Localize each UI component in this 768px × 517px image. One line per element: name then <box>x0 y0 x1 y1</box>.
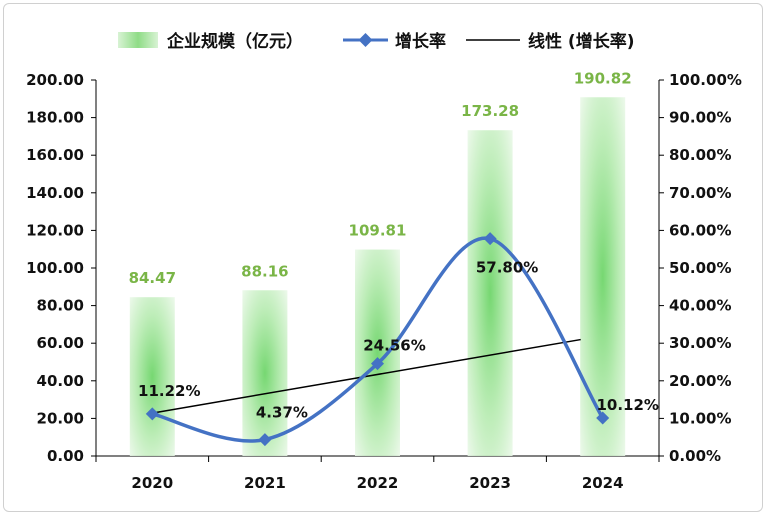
growth-marker <box>258 433 272 447</box>
y-right-tick-label: 20.00% <box>669 372 731 390</box>
y-right-tick-label: 60.00% <box>669 221 731 239</box>
y-left-tick-label: 60.00 <box>37 334 84 352</box>
legend-label-bars: 企业规模（亿元） <box>166 31 303 52</box>
y-right-tick-label: 100.00% <box>669 71 742 89</box>
y-left-tick-label: 20.00 <box>37 409 84 427</box>
x-tick-label: 2022 <box>357 474 399 492</box>
legend-swatch-bars <box>118 32 158 48</box>
x-tick-label: 2024 <box>582 474 624 492</box>
y-right-tick-label: 70.00% <box>669 184 731 202</box>
bar <box>467 130 513 457</box>
growth-value-label: 57.80% <box>476 259 538 277</box>
bar-value-label: 173.28 <box>461 102 519 120</box>
legend: 企业规模（亿元） 增长率 线性 (增长率) <box>118 31 634 52</box>
growth-marker <box>371 357 384 371</box>
axes: 0.00 20.00 40.00 60.00 80.00 100.00 120.00 140.… <box>26 71 742 492</box>
growth-marker <box>596 411 610 425</box>
data-labels: 84.47 88.16 109.81 173.28 190.82 11.22% 4.37% 2… <box>129 69 659 421</box>
bar-series <box>129 97 626 457</box>
y-left-tick-label: 140.00 <box>26 184 84 202</box>
y-right-tick-label: 80.00% <box>669 146 731 164</box>
bar-value-label: 109.81 <box>349 222 407 240</box>
bar <box>580 97 626 457</box>
legend-label-trend: 线性 (增长率) <box>528 31 634 52</box>
growth-value-label: 24.56% <box>363 337 425 355</box>
x-tick-label: 2021 <box>244 474 286 492</box>
growth-series <box>145 232 610 447</box>
x-tick-label: 2023 <box>469 474 511 492</box>
y-left-tick-label: 100.00 <box>26 259 84 277</box>
trend-line <box>152 338 581 414</box>
bar-value-label: 84.47 <box>129 269 176 287</box>
bar <box>242 290 288 456</box>
x-tick-label: 2020 <box>131 474 173 492</box>
trend-series <box>152 338 581 414</box>
y-right-tick-label: 50.00% <box>669 259 731 277</box>
bar-value-label: 88.16 <box>241 262 288 280</box>
y-left-tick-label: 180.00 <box>26 109 84 127</box>
y-right-tick-label: 90.00% <box>669 109 731 127</box>
y-left-tick-label: 80.00 <box>37 297 84 315</box>
bar <box>355 249 400 456</box>
growth-value-label: 11.22% <box>138 382 200 400</box>
y-right-tick-label: 40.00% <box>669 297 731 315</box>
y-left-tick-label: 120.00 <box>26 221 84 239</box>
y-left-tick-label: 200.00 <box>26 71 84 89</box>
y-left-tick-label: 160.00 <box>26 146 84 164</box>
bar-value-label: 190.82 <box>574 69 632 87</box>
bar <box>129 297 175 456</box>
growth-value-label: 4.37% <box>256 404 308 422</box>
y-left-tick-label: 40.00 <box>37 372 84 390</box>
legend-label-growth: 增长率 <box>395 31 446 52</box>
y-left-tick-label: 0.00 <box>47 447 84 465</box>
growth-value-label: 10.12% <box>596 396 658 414</box>
growth-line <box>151 236 605 443</box>
y-right-tick-label: 10.00% <box>669 409 731 427</box>
y-right-tick-label: 30.00% <box>669 334 731 352</box>
y-right-tick-label: 0.00% <box>669 447 721 465</box>
legend-marker-growth <box>358 33 373 47</box>
growth-marker <box>483 232 497 246</box>
growth-marker <box>145 407 159 421</box>
